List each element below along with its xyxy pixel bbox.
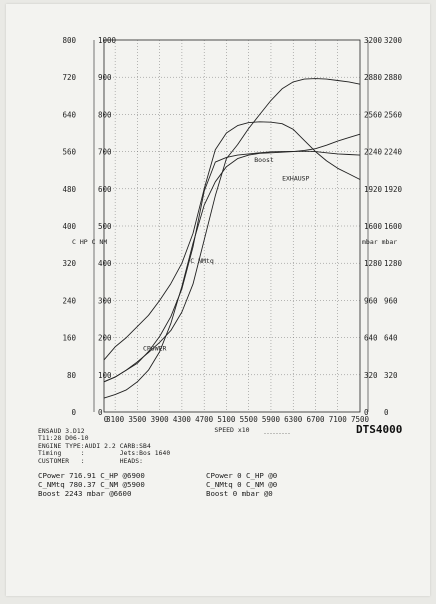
right-outer-tick-label: 0	[384, 408, 389, 417]
left-inner-tick-label: 1000	[98, 36, 117, 45]
right-outer-tick-label: 320	[384, 371, 398, 380]
left-outer-tick-label: 80	[67, 371, 77, 380]
right-inner-tick-label: 1920	[364, 185, 383, 194]
left-inner-tick-label: 900	[98, 73, 112, 82]
right-inner-tick-label: 320	[364, 371, 378, 380]
brand-label: DTS4000	[356, 423, 402, 434]
dyno-sheet: 800 1000 720 900 640 800 560 700 480 600 400 500 320…	[6, 4, 430, 596]
annotation-label: C NMtq	[190, 257, 214, 265]
right-inner-tick-label: 1600	[364, 222, 383, 231]
result-boost-2: Boost 0 mbar @0	[206, 489, 273, 499]
result-cpower-2: CPower 0 C_HP @0	[206, 471, 278, 480]
right-outer-tick-label: 2240	[384, 148, 403, 157]
x-tick-label: 0	[104, 415, 109, 424]
right-inner-tick-label: 2240	[364, 148, 383, 157]
right-outer-tick-label: 1600	[384, 222, 403, 231]
left-inner-tick-label: 500	[98, 222, 112, 231]
result-cpower: CPower 716.91 C_HP @6900	[38, 471, 145, 480]
result-cnmtq-2: C_NMtq 0 C_NM @0	[206, 480, 278, 490]
left-outer-tick-label: 0	[71, 408, 76, 417]
left-inner-tick-label: 600	[98, 185, 112, 194]
right-outer-tick-label: 3200	[384, 36, 403, 45]
series-line-cpower	[103, 78, 361, 383]
results-right: CPower 0 C_HP @0 C_NMtq 0 C_NM @0 Boost …	[206, 471, 277, 499]
results-left: CPower 716.91 C_HP @6900 C_NMtq 780.37 C…	[38, 471, 145, 499]
x-tick-label: 7100	[329, 415, 348, 424]
x-tick-label: 6700	[306, 415, 325, 424]
left-inner-tick-label: 200	[98, 334, 112, 343]
left-outer-tick-label: 160	[62, 334, 76, 343]
right-outer-tick-label: 960	[384, 296, 398, 305]
x-tick-label: 3900	[151, 415, 170, 424]
x-tick-label: 5900	[262, 415, 281, 424]
annotation-label: EXHAUSP	[282, 175, 309, 183]
x-tick-label: 4700	[195, 415, 214, 424]
right-inner-tick-label: 0	[364, 408, 369, 417]
x-tick-label: 3500	[128, 415, 147, 424]
left-outer-tick-label: 720	[62, 73, 76, 82]
x-axis-label: SPEED x10	[214, 426, 249, 434]
left-outer-tick-label: 320	[62, 259, 76, 268]
series-line-c-nmtq	[103, 121, 361, 361]
left-inner-tick-label: 700	[98, 148, 112, 157]
x-tick-label: 5100	[217, 415, 236, 424]
left-inner-tick-label: 800	[98, 110, 112, 119]
right-axis-label: mbar mbar	[362, 238, 397, 246]
right-inner-tick-label: 1280	[364, 259, 383, 268]
right-outer-tick-label: 1280	[384, 259, 403, 268]
left-inner-tick-label: 100	[98, 371, 112, 380]
left-axis-label: C HP C NM	[72, 238, 107, 246]
right-inner-tick-label: 960	[364, 296, 378, 305]
right-inner-tick-label: 2560	[364, 110, 383, 119]
customer-heads: CUSTOMER : HEADS:	[38, 457, 144, 465]
annotation-label: Boost	[254, 156, 274, 164]
x-tick-label: 6300	[284, 415, 303, 424]
result-cnmtq: C_NMtq 780.37 C_NM @5900	[38, 480, 145, 490]
left-outer-tick-label: 640	[62, 110, 76, 119]
left-inner-tick-label: 300	[98, 296, 112, 305]
left-outer-tick-label: 800	[62, 36, 76, 45]
file-name: ENSAUD 3.D12	[38, 428, 85, 435]
right-inner-tick-label: 2880	[364, 73, 383, 82]
timing-jets: Timing : Jets:Bos 1640	[38, 450, 171, 458]
series-line-exhausp	[103, 133, 361, 399]
right-outer-tick-label: 2560	[384, 110, 403, 119]
engine-type: ENGINE TYPE:AUDI 2.2 CARB:SB4	[38, 442, 151, 450]
left-outer-tick-label: 240	[62, 296, 76, 305]
right-outer-tick-label: 2880	[384, 73, 403, 82]
left-outer-tick-label: 400	[62, 222, 76, 231]
x-tick-label: 4300	[173, 415, 192, 424]
right-inner-tick-label: 3200	[364, 36, 383, 45]
left-outer-tick-label: 480	[62, 185, 76, 194]
plot-border	[103, 39, 361, 413]
series-line-boost	[103, 150, 361, 383]
x-tick-label: 3100	[106, 415, 125, 424]
right-outer-tick-label: 1920	[384, 185, 403, 194]
run-info: ENSAUD 3.D12 T11:28 D06-10 ENGINE TYPE:A…	[38, 428, 428, 465]
left-outer-tick-label: 560	[62, 148, 76, 157]
right-inner-tick-label: 640	[364, 334, 378, 343]
annotation-label: CPOWER	[143, 345, 167, 353]
x-tick-label: 7500	[351, 415, 370, 424]
left-inner-tick-label: 0	[98, 408, 103, 417]
x-tick-label: 5500	[240, 415, 259, 424]
result-boost: Boost 2243 mbar @6600	[38, 489, 132, 499]
time-date: T11:28 D06-10	[38, 435, 89, 443]
right-outer-tick-label: 640	[384, 334, 398, 343]
left-inner-tick-label: 400	[98, 259, 112, 268]
